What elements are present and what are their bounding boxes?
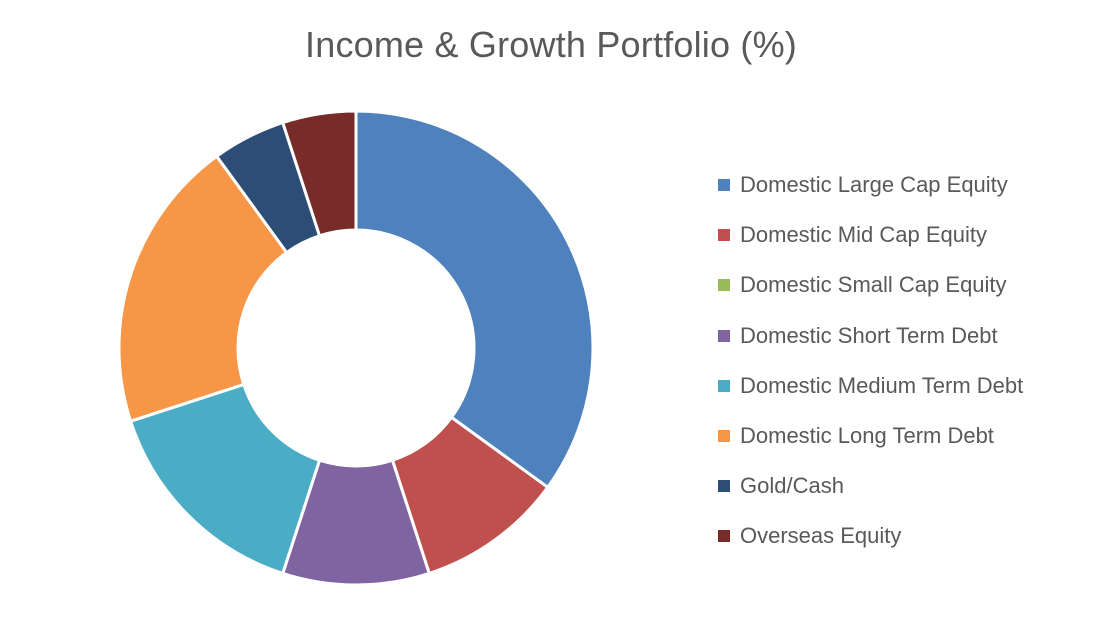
- legend-swatch: [718, 329, 730, 342]
- legend-item: Domestic Long Term Debt: [718, 411, 1098, 461]
- legend-label: Domestic Long Term Debt: [740, 423, 994, 449]
- legend-swatch: [718, 179, 730, 192]
- donut-slice-5: [117, 154, 289, 424]
- legend-swatch: [718, 229, 730, 242]
- legend-swatch: [718, 379, 730, 392]
- donut-slice-7: [280, 109, 358, 238]
- legend-label: Domestic Short Term Debt: [740, 322, 998, 348]
- legend-item: Domestic Mid Cap Equity: [718, 210, 1098, 260]
- legend-swatch: [718, 430, 730, 443]
- legend-item: Gold/Cash: [718, 461, 1098, 511]
- chart-title: Income & Growth Portfolio (%): [305, 24, 797, 65]
- legend-swatch: [718, 279, 730, 292]
- chart-legend: Domestic Large Cap Equity Domestic Mid Ca…: [718, 160, 1098, 562]
- legend-swatch: [718, 530, 730, 543]
- legend-label: Gold/Cash: [740, 473, 844, 499]
- legend-swatch: [718, 480, 730, 493]
- legend-label: Overseas Equity: [740, 523, 902, 549]
- donut-chart: [117, 109, 595, 587]
- legend-item: Domestic Short Term Debt: [718, 311, 1098, 361]
- donut-slice-0: [354, 109, 595, 490]
- legend-label: Domestic Mid Cap Equity: [740, 222, 987, 248]
- legend-item: Domestic Small Cap Equity: [718, 260, 1098, 310]
- legend-label: Domestic Large Cap Equity: [740, 172, 1008, 198]
- legend-label: Domestic Medium Term Debt: [740, 372, 1024, 398]
- legend-item: Domestic Large Cap Equity: [718, 160, 1098, 210]
- legend-item: Overseas Equity: [718, 511, 1098, 561]
- donut-slice-4: [128, 382, 322, 576]
- legend-label: Domestic Small Cap Equity: [740, 272, 1007, 298]
- legend-item: Domestic Medium Term Debt: [718, 361, 1098, 411]
